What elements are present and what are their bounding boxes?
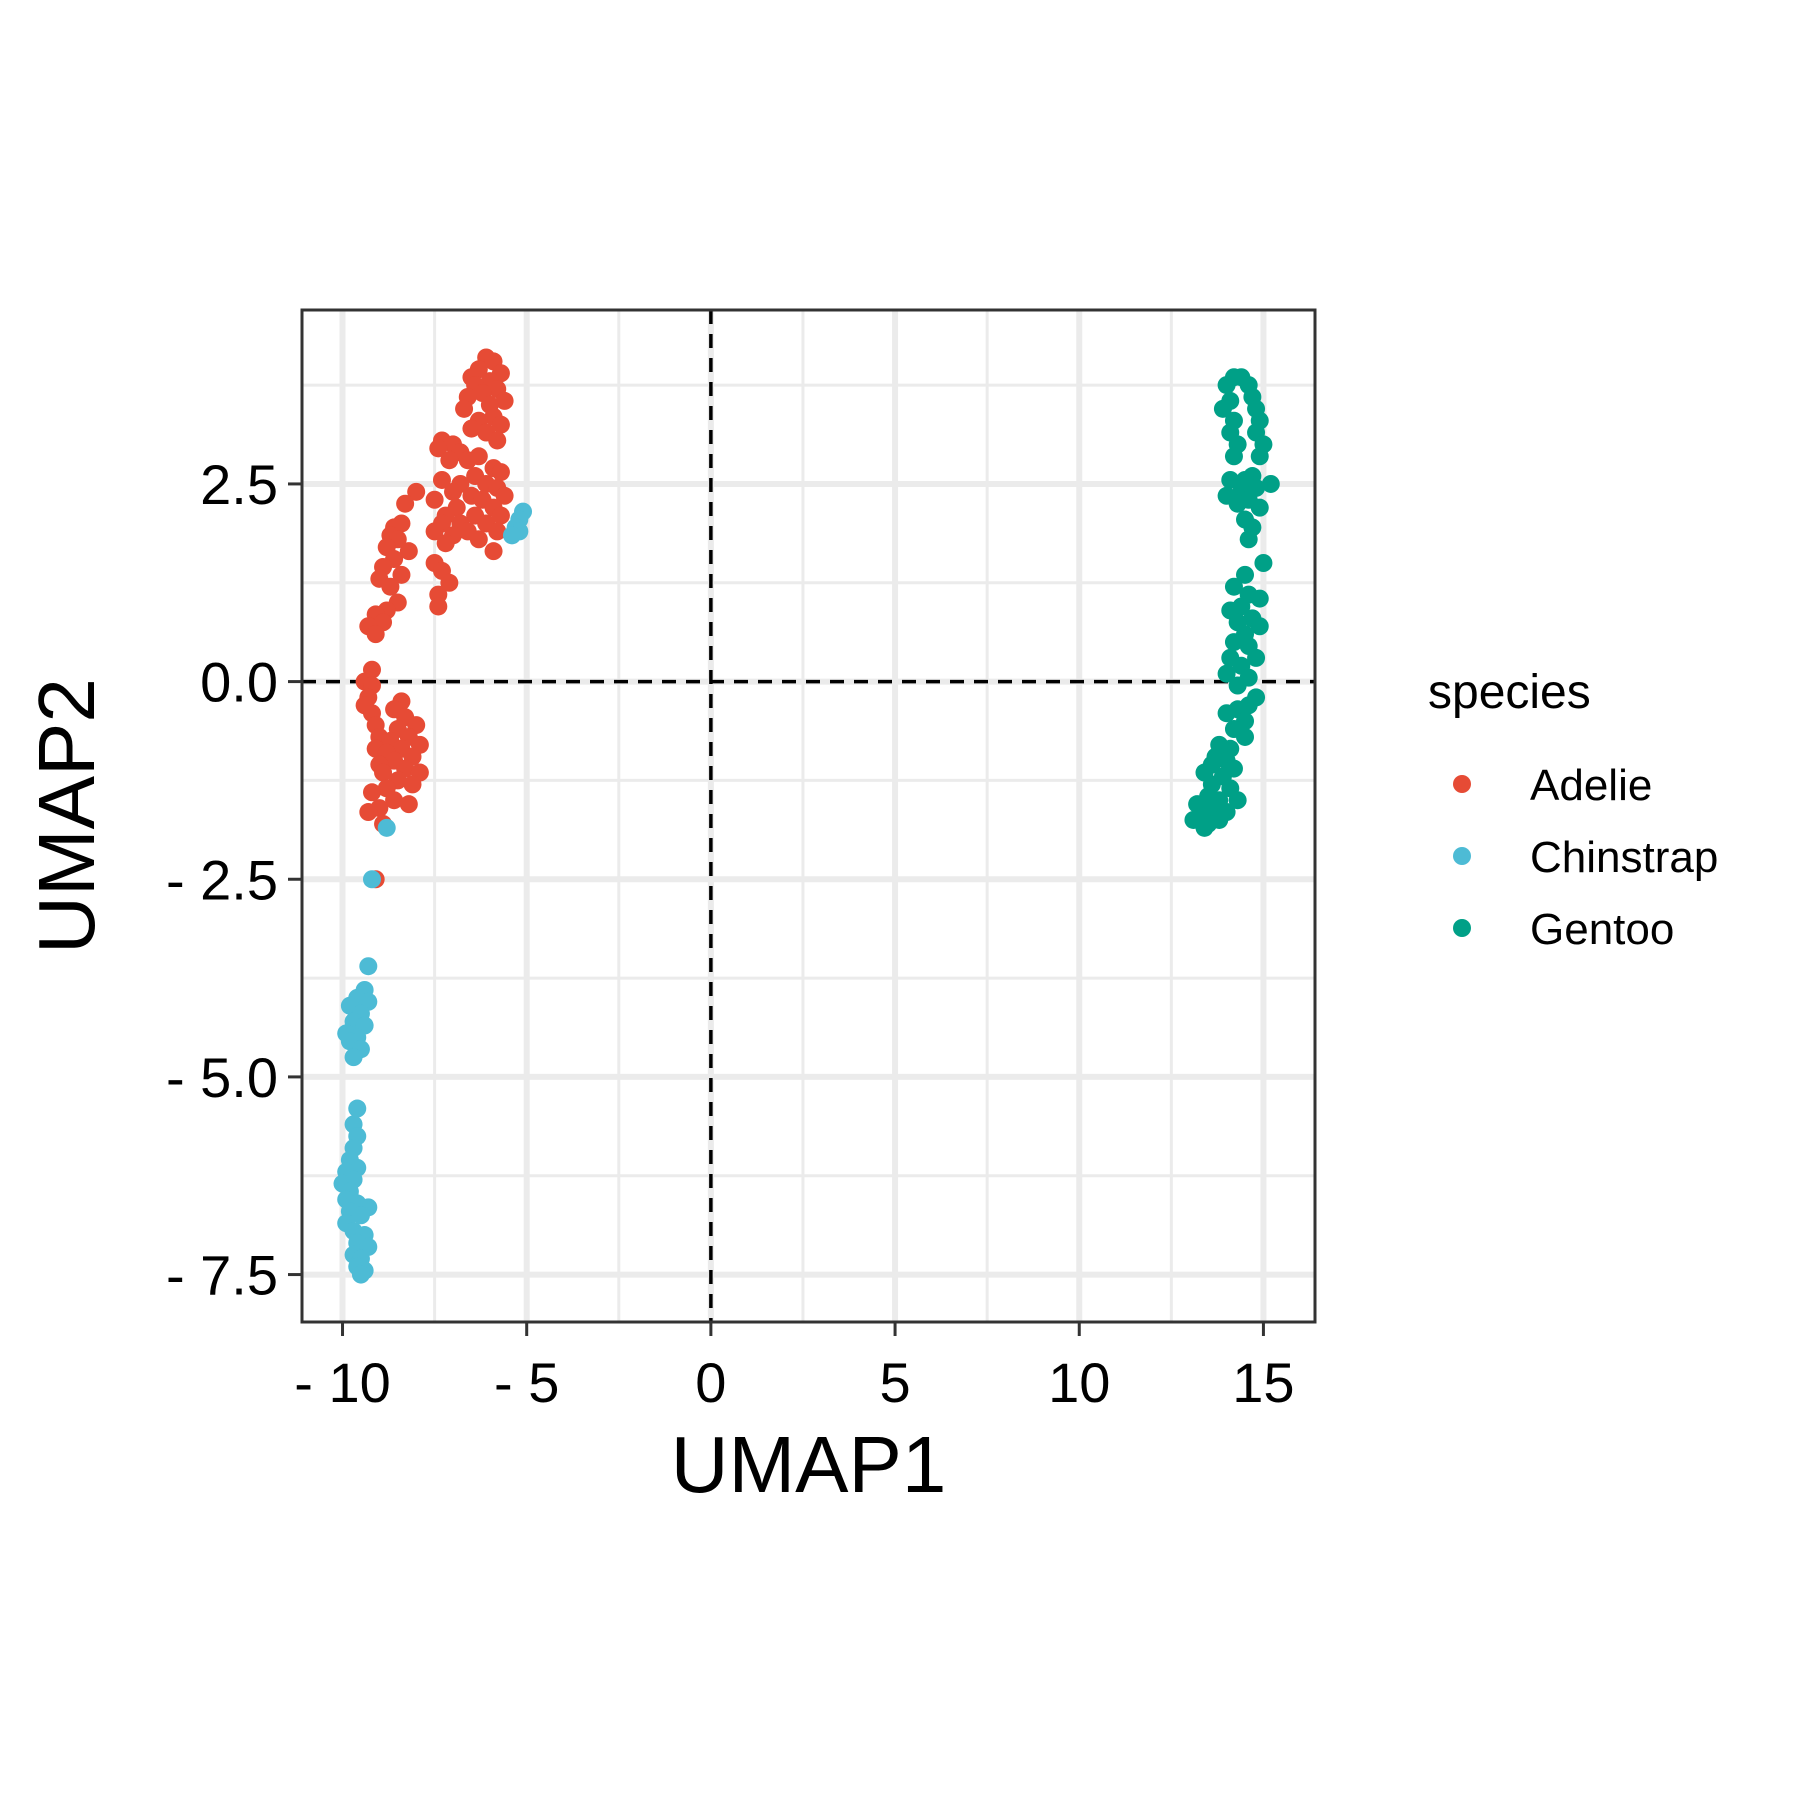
- y-tick-label: - 7.5: [166, 1244, 278, 1307]
- point-gentoo: [1228, 676, 1247, 695]
- y-axis-ticks: - 7.5 - 5.0 - 2.5 0.0 2.5: [166, 453, 302, 1307]
- y-tick-label: - 2.5: [166, 848, 278, 911]
- data-points: [333, 348, 1280, 1284]
- point-adelie: [392, 565, 411, 584]
- point-gentoo: [1250, 447, 1269, 466]
- point-gentoo: [1224, 633, 1243, 652]
- series-chinstrap: [333, 502, 533, 1284]
- point-adelie: [403, 775, 422, 794]
- point-adelie: [491, 506, 510, 525]
- y-tick-label: - 5.0: [166, 1046, 278, 1109]
- point-adelie: [495, 486, 514, 505]
- point-chinstrap: [348, 1099, 367, 1118]
- point-gentoo: [1224, 447, 1243, 466]
- point-adelie: [432, 470, 451, 489]
- point-adelie: [484, 542, 503, 561]
- point-gentoo: [1236, 565, 1255, 584]
- point-chinstrap: [362, 870, 381, 889]
- point-gentoo: [1217, 376, 1236, 395]
- point-gentoo: [1228, 791, 1247, 810]
- point-adelie: [455, 399, 474, 418]
- y-axis-title: UMAP2: [22, 678, 111, 954]
- point-adelie: [495, 391, 514, 410]
- point-adelie: [381, 577, 400, 596]
- legend-key-chinstrap: [1453, 847, 1471, 865]
- point-adelie: [359, 803, 378, 822]
- point-gentoo: [1261, 474, 1280, 493]
- x-tick-label: 0: [695, 1351, 726, 1414]
- x-tick-label: - 10: [294, 1351, 391, 1414]
- x-axis-ticks: - 10 - 5 0 5 10 15: [294, 1322, 1295, 1414]
- point-adelie: [436, 534, 455, 553]
- point-chinstrap: [377, 818, 396, 837]
- point-adelie: [469, 530, 488, 549]
- series-gentoo: [1184, 368, 1280, 837]
- point-adelie: [444, 482, 463, 501]
- legend-label-gentoo: Gentoo: [1530, 905, 1674, 954]
- point-adelie: [429, 439, 448, 458]
- legend: species Adelie Chinstrap Gentoo: [1428, 666, 1718, 954]
- point-gentoo: [1224, 577, 1243, 596]
- point-chinstrap: [344, 1048, 363, 1067]
- point-adelie: [491, 463, 510, 482]
- y-tick-label: 2.5: [200, 453, 278, 516]
- point-adelie: [374, 763, 393, 782]
- point-adelie: [491, 415, 510, 434]
- x-tick-label: - 5: [494, 1351, 559, 1414]
- point-adelie: [462, 419, 481, 438]
- x-tick-label: 10: [1048, 1351, 1110, 1414]
- point-chinstrap: [351, 1206, 370, 1225]
- legend-key-adelie: [1453, 775, 1471, 793]
- point-gentoo: [1195, 818, 1214, 837]
- point-adelie: [488, 431, 507, 450]
- point-adelie: [362, 783, 381, 802]
- point-chinstrap: [351, 1265, 370, 1284]
- minor-gridlines: [302, 310, 1315, 1322]
- x-axis-title: UMAP1: [671, 1420, 947, 1509]
- point-chinstrap: [502, 526, 521, 545]
- y-tick-label: 0.0: [200, 651, 278, 714]
- point-adelie: [440, 451, 459, 470]
- legend-label-adelie: Adelie: [1530, 761, 1652, 810]
- point-adelie: [385, 791, 404, 810]
- point-adelie: [488, 522, 507, 541]
- point-gentoo: [1250, 589, 1269, 608]
- point-gentoo: [1250, 498, 1269, 517]
- point-gentoo: [1250, 617, 1269, 636]
- point-adelie: [399, 795, 418, 814]
- legend-title: species: [1428, 666, 1591, 719]
- series-adelie: [355, 348, 514, 889]
- point-gentoo: [1247, 648, 1266, 667]
- point-adelie: [407, 482, 426, 501]
- point-adelie: [458, 451, 477, 470]
- x-tick-label: 5: [879, 1351, 910, 1414]
- point-gentoo: [1254, 554, 1273, 572]
- plot-panel-border: [300, 308, 1317, 1324]
- point-adelie: [399, 542, 418, 561]
- reference-lines: [302, 310, 1315, 1322]
- point-gentoo: [1213, 399, 1232, 418]
- point-adelie: [425, 522, 444, 541]
- point-gentoo: [1228, 494, 1247, 513]
- point-chinstrap: [359, 957, 378, 976]
- legend-key-gentoo: [1453, 919, 1471, 937]
- point-gentoo: [1217, 704, 1236, 723]
- point-adelie: [396, 494, 415, 513]
- point-gentoo: [1236, 727, 1255, 746]
- point-adelie: [425, 490, 444, 509]
- point-gentoo: [1217, 664, 1236, 683]
- legend-label-chinstrap: Chinstrap: [1530, 833, 1718, 882]
- point-gentoo: [1221, 470, 1240, 489]
- point-adelie: [440, 573, 459, 592]
- x-tick-label: 15: [1232, 1351, 1294, 1414]
- point-adelie: [429, 597, 448, 616]
- point-adelie: [366, 625, 385, 644]
- point-gentoo: [1239, 530, 1258, 549]
